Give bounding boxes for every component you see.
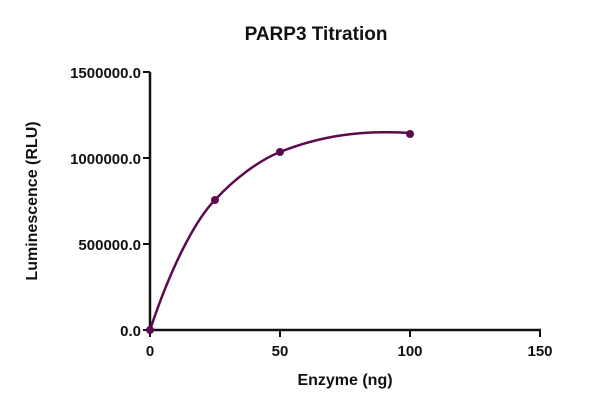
data-point [146,326,154,334]
y-axis-label: Luminescence (RLU) [24,121,41,280]
data-points [146,130,414,334]
data-point [276,148,284,156]
x-tick-label: 50 [272,343,289,360]
x-tick-label: 150 [527,343,552,360]
y-tick-label: 1000000.0 [70,151,141,168]
x-axis-label: Enzyme (ng) [297,372,392,389]
data-point [406,130,414,138]
y-tick-label: 500000.0 [78,237,141,254]
x-tick-label: 100 [397,343,422,360]
data-point [211,196,219,204]
x-tick-label: 0 [146,343,154,360]
y-tick-label: 0.0 [120,323,141,340]
fit-curve [148,131,411,331]
y-tick-label: 1500000.0 [70,65,141,82]
chart-title: PARP3 Titration [245,24,388,45]
